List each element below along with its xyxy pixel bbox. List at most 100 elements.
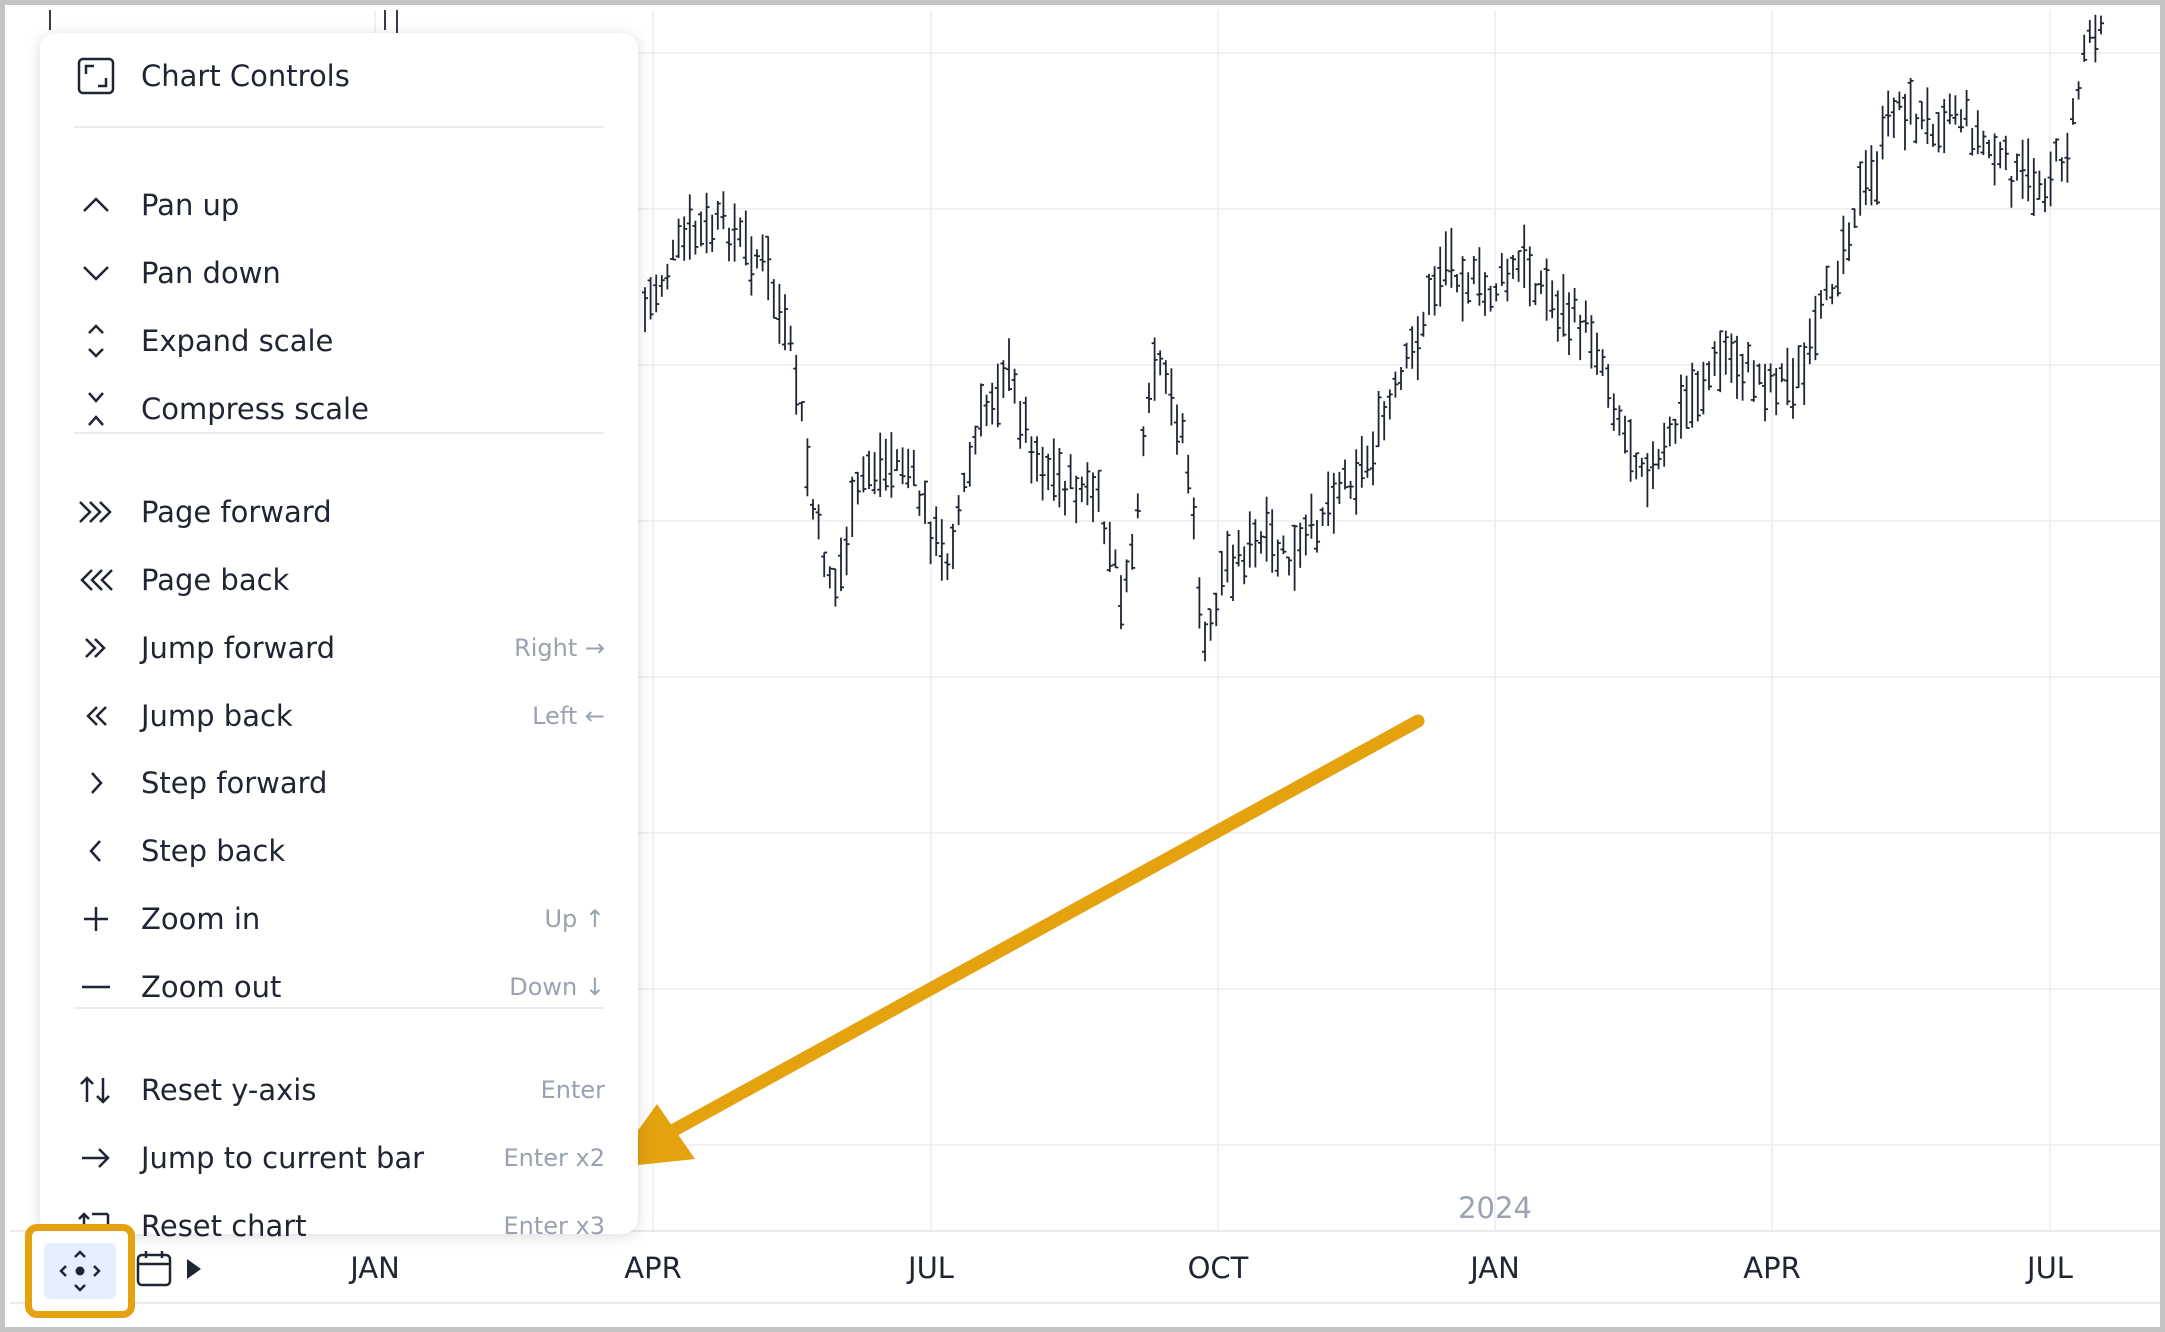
price-bar: [1420, 311, 1427, 337]
double-chevron-left-icon: [76, 696, 116, 736]
price-bar: [1224, 530, 1231, 583]
x-axis-tick-label: JAN: [350, 1251, 400, 1285]
price-bar: [1353, 449, 1360, 515]
menu-item-compress-scale[interactable]: Compress scale: [40, 381, 638, 437]
price-bar: [2047, 151, 2054, 207]
price-bar: [1571, 287, 1578, 323]
price-bar: [1325, 471, 1332, 526]
price-bar: [1101, 521, 1108, 545]
price-bar: [1566, 292, 1572, 355]
menu-item-pan-up[interactable]: Pan up: [40, 177, 638, 233]
price-bar: [1470, 255, 1477, 285]
menu-item-jump-to-current-bar[interactable]: Jump to current bar Enter x2: [40, 1130, 638, 1186]
menu-item-page-forward[interactable]: Page forward: [40, 484, 638, 540]
price-bar: [2019, 139, 2026, 199]
price-bar: [714, 200, 721, 230]
price-bar: [686, 194, 693, 260]
price-bar: [1476, 247, 1483, 306]
price-bar: [770, 279, 777, 319]
price-bar: [1106, 521, 1113, 573]
menu-item-expand-scale[interactable]: Expand scale: [40, 313, 638, 369]
price-bar: [1790, 358, 1796, 419]
price-bar: [1997, 141, 2004, 169]
price-bar: [642, 287, 648, 333]
chart-controls-button[interactable]: [25, 1224, 135, 1318]
price-bar: [871, 452, 878, 495]
price-bar: [1342, 459, 1348, 490]
price-bar: [1174, 404, 1180, 455]
price-bar: [692, 220, 699, 255]
price-bar: [1694, 370, 1701, 422]
price-bar: [1062, 480, 1068, 516]
price-bar: [1302, 514, 1309, 556]
menu-item-label: Zoom in: [141, 902, 261, 936]
price-chart[interactable]: [5, 5, 2165, 1332]
chart-controls-title-icon: [76, 56, 116, 96]
price-bar: [1890, 97, 1897, 138]
menu-item-label: Zoom out: [141, 970, 282, 1004]
price-bar: [1034, 436, 1040, 482]
price-bar: [720, 191, 727, 230]
annotation-arrow: [611, 714, 1425, 1168]
price-bar: [1739, 353, 1746, 401]
price-bar: [1280, 535, 1287, 555]
menu-item-reset-chart[interactable]: Reset chart Enter x3: [40, 1198, 638, 1254]
price-bar: [1526, 246, 1533, 307]
double-chevron-right-icon: [76, 628, 116, 668]
price-bar: [1084, 462, 1091, 506]
price-bar: [1168, 368, 1175, 426]
price-bar: [1801, 342, 1808, 406]
price-bar: [972, 425, 979, 455]
calendar-icon[interactable]: [135, 1249, 175, 1289]
price-bar: [983, 394, 990, 427]
price-bar: [1347, 480, 1354, 499]
price-bar: [2042, 178, 2048, 213]
price-bar: [1896, 91, 1903, 111]
price-bar: [894, 449, 900, 472]
price-bar: [916, 490, 923, 516]
menu-item-jump-forward[interactable]: Jump forward Right →: [40, 620, 638, 676]
play-icon[interactable]: [185, 1257, 203, 1281]
menu-item-zoom-in[interactable]: Zoom in Up ↑: [40, 891, 638, 947]
menu-item-reset-y-axis[interactable]: Reset y-axis Enter: [40, 1062, 638, 1118]
price-bar: [1112, 549, 1119, 569]
menu-item-zoom-out[interactable]: Zoom out Down ↓: [40, 959, 638, 1015]
price-bar: [2064, 132, 2071, 183]
price-bar: [1493, 283, 1500, 302]
price-bar: [1543, 258, 1550, 321]
year-label: 2024: [1458, 1191, 1532, 1225]
price-bar: [1767, 363, 1774, 393]
price-bar: [1650, 441, 1656, 490]
price-bar: [1179, 413, 1186, 444]
menu-item-pan-down[interactable]: Pan down: [40, 245, 638, 301]
price-bar: [1258, 531, 1264, 554]
price-bar: [1146, 382, 1152, 414]
price-bar: [782, 294, 788, 351]
price-bar: [1834, 260, 1841, 297]
price-bar: [866, 450, 872, 490]
x-axis-tick-label: APR: [1743, 1251, 1801, 1285]
price-bar: [1162, 360, 1169, 394]
plus-icon: [76, 899, 116, 939]
price-bar: [938, 519, 945, 581]
menu-item-step-forward[interactable]: Step forward: [40, 755, 638, 811]
price-bar: [1941, 99, 1948, 154]
menu-item-step-back[interactable]: Step back: [40, 823, 638, 879]
price-bar: [877, 432, 884, 497]
price-bar: [1655, 448, 1662, 470]
menu-item-jump-back[interactable]: Jump back Left ←: [40, 688, 638, 744]
price-bar: [1638, 457, 1645, 477]
menu-item-label: Pan up: [141, 188, 240, 222]
menu-item-label: Jump back: [141, 699, 293, 733]
price-bar: [1286, 556, 1292, 576]
price-bar: [849, 476, 856, 537]
price-bar: [1549, 280, 1556, 319]
menu-item-page-back[interactable]: Page back: [40, 552, 638, 608]
price-bar: [1762, 363, 1768, 422]
price-bar: [1230, 544, 1236, 602]
menu-title: Chart Controls: [141, 59, 350, 93]
price-bar: [1851, 208, 1858, 228]
price-bar: [2086, 19, 2093, 43]
menu-item-shortcut: Left ←: [532, 702, 605, 730]
price-bar: [709, 214, 716, 252]
